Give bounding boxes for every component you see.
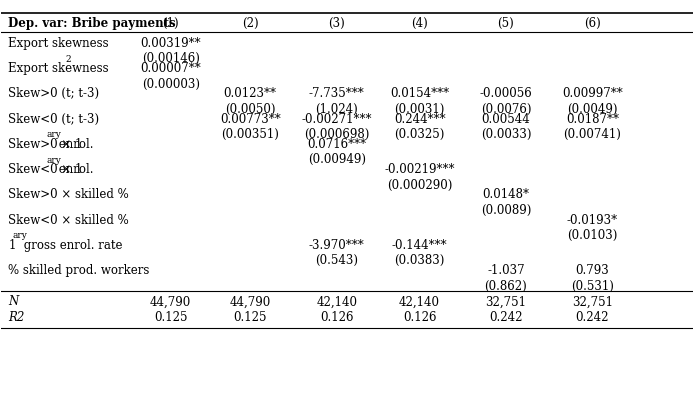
Text: (1.024): (1.024) [315, 103, 358, 115]
Text: 0.0187**: 0.0187** [566, 112, 619, 125]
Text: Export skewness: Export skewness [8, 37, 109, 50]
Text: 44,790: 44,790 [150, 295, 192, 308]
Text: (0.0383): (0.0383) [394, 254, 445, 267]
Text: 0.126: 0.126 [403, 310, 437, 323]
Text: (6): (6) [584, 17, 601, 30]
Text: (0.0049): (0.0049) [567, 103, 618, 115]
Text: ary: ary [46, 155, 61, 164]
Text: (0.000698): (0.000698) [304, 128, 369, 141]
Text: gross enrol. rate: gross enrol. rate [20, 238, 123, 251]
Text: (0.0103): (0.0103) [567, 229, 618, 241]
Text: Dep. var: Bribe payments: Dep. var: Bribe payments [8, 17, 176, 30]
Text: Skew<0 × skilled %: Skew<0 × skilled % [8, 213, 129, 226]
Text: 0.793: 0.793 [575, 263, 609, 276]
Text: Skew>0 × skilled %: Skew>0 × skilled % [8, 188, 129, 201]
Text: 1: 1 [8, 238, 16, 251]
Text: (3): (3) [328, 17, 345, 30]
Text: -0.00271***: -0.00271*** [301, 112, 372, 125]
Text: (0.00351): (0.00351) [221, 128, 279, 141]
Text: 0.242: 0.242 [489, 310, 523, 323]
Text: 0.00997**: 0.00997** [562, 87, 623, 100]
Text: Skew<0 (t; t-3): Skew<0 (t; t-3) [8, 112, 99, 125]
Text: 0.125: 0.125 [154, 310, 187, 323]
Text: ary: ary [12, 231, 27, 240]
Text: 0.0148*: 0.0148* [482, 188, 530, 201]
Text: (0.531): (0.531) [571, 279, 613, 292]
Text: (1): (1) [162, 17, 179, 30]
Text: ary: ary [46, 130, 61, 139]
Text: 2: 2 [65, 54, 71, 63]
Text: 0.00773**: 0.00773** [220, 112, 280, 125]
Text: (0.0076): (0.0076) [481, 103, 531, 115]
Text: Export skewness: Export skewness [8, 62, 109, 75]
Text: -7.735***: -7.735*** [309, 87, 364, 100]
Text: 0.0123**: 0.0123** [223, 87, 277, 100]
Text: N: N [8, 295, 19, 308]
Text: Skew<0 × 1: Skew<0 × 1 [8, 163, 83, 175]
Text: 0.125: 0.125 [233, 310, 267, 323]
Text: enrol.: enrol. [55, 163, 93, 175]
Text: 0.0154***: 0.0154*** [390, 87, 449, 100]
Text: (0.0325): (0.0325) [394, 128, 445, 141]
Text: R2: R2 [8, 310, 25, 323]
Text: (0.00146): (0.00146) [142, 52, 200, 65]
Text: (0.0031): (0.0031) [394, 103, 445, 115]
Text: % skilled prod. workers: % skilled prod. workers [8, 263, 150, 276]
Text: (0.00949): (0.00949) [307, 153, 366, 166]
Text: -0.144***: -0.144*** [392, 238, 448, 251]
Text: (0.862): (0.862) [484, 279, 527, 292]
Text: Skew>0 (t; t-3): Skew>0 (t; t-3) [8, 87, 99, 100]
Text: (2): (2) [242, 17, 259, 30]
Text: (0.000290): (0.000290) [387, 178, 452, 191]
Text: 32,751: 32,751 [486, 295, 527, 308]
Text: (5): (5) [498, 17, 514, 30]
Text: 32,751: 32,751 [572, 295, 613, 308]
Text: -3.970***: -3.970*** [309, 238, 364, 251]
Text: (4): (4) [412, 17, 428, 30]
Text: -0.0193*: -0.0193* [567, 213, 618, 226]
Text: -1.037: -1.037 [487, 263, 525, 276]
Text: -0.00056: -0.00056 [480, 87, 532, 100]
Text: (0.0050): (0.0050) [225, 103, 276, 115]
Text: 0.126: 0.126 [320, 310, 353, 323]
Text: 0.00544: 0.00544 [482, 112, 530, 125]
Text: (0.00741): (0.00741) [564, 128, 621, 141]
Text: 0.00319**: 0.00319** [140, 37, 201, 50]
Text: 0.244***: 0.244*** [393, 112, 446, 125]
Text: (0.0033): (0.0033) [481, 128, 531, 141]
Text: 44,790: 44,790 [230, 295, 271, 308]
Text: Skew>0 × 1: Skew>0 × 1 [8, 137, 83, 151]
Text: 0.0716***: 0.0716*** [307, 137, 366, 151]
Text: 42,140: 42,140 [399, 295, 440, 308]
Text: (0.543): (0.543) [315, 254, 358, 267]
Text: (0.00003): (0.00003) [142, 77, 200, 90]
Text: enrol.: enrol. [55, 137, 93, 151]
Text: 0.00007**: 0.00007** [140, 62, 201, 75]
Text: 0.242: 0.242 [575, 310, 609, 323]
Text: -0.00219***: -0.00219*** [384, 163, 455, 175]
Text: 42,140: 42,140 [316, 295, 357, 308]
Text: (0.0089): (0.0089) [481, 203, 531, 216]
